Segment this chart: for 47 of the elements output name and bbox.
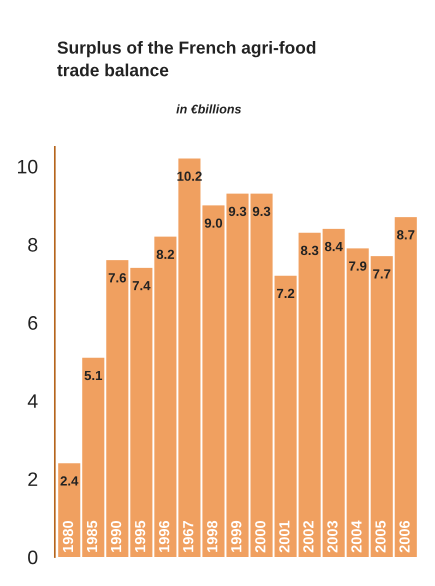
y-tick-label: 2 — [28, 472, 38, 486]
x-tick-label: 1985 — [86, 520, 98, 552]
x-tick-label: 1990 — [110, 520, 122, 552]
x-tick-label: 2006 — [399, 520, 410, 552]
x-tick-label: 2000 — [255, 520, 266, 552]
y-tick-label: 8 — [28, 238, 38, 252]
data-label: 9.0 — [204, 218, 222, 228]
x-tick-label: 1996 — [158, 520, 170, 552]
data-label: 7.2 — [276, 288, 294, 298]
y-tick-label: 10 — [18, 160, 38, 174]
x-tick-label: 1980 — [62, 520, 74, 552]
chart-subtitle: in €billions — [176, 104, 242, 114]
bar — [250, 194, 273, 557]
x-tick-label: 1999 — [231, 520, 242, 552]
data-label: 8.3 — [300, 246, 318, 256]
data-label: 8.7 — [397, 230, 414, 240]
x-tick-label: 2001 — [279, 520, 290, 552]
bar — [178, 158, 200, 557]
y-tick-label: 6 — [28, 316, 38, 330]
x-tick-label: 2005 — [375, 520, 386, 552]
bar — [322, 228, 345, 557]
data-label: 7.6 — [108, 273, 126, 282]
x-tick-label: 2004 — [351, 520, 362, 552]
bar — [130, 268, 152, 557]
data-label: 9.3 — [252, 206, 270, 216]
bar — [226, 194, 249, 557]
data-label: 7.7 — [373, 269, 390, 278]
x-tick-label: 1967 — [183, 521, 194, 552]
bar — [154, 236, 176, 557]
x-tick-label: 1998 — [207, 520, 218, 552]
x-tick-label: 2003 — [327, 520, 338, 552]
bar — [202, 205, 225, 557]
x-tick-label: 2002 — [303, 520, 314, 552]
bar — [274, 276, 297, 557]
data-label: 9.3 — [228, 206, 246, 216]
x-tick-label: 1995 — [134, 520, 146, 552]
bar — [298, 232, 321, 557]
y-tick-label: 4 — [28, 394, 38, 408]
data-label: 7.9 — [349, 261, 366, 271]
chart-title: Surplus of the French agri-food trade balance — [57, 41, 316, 76]
data-label: 5.1 — [84, 370, 102, 380]
data-label: 7.4 — [132, 281, 150, 290]
y-tick-label: 0 — [28, 550, 38, 564]
data-label: 8.4 — [324, 242, 343, 252]
data-label: 2.4 — [60, 476, 78, 486]
data-label: 8.2 — [156, 250, 174, 260]
bar — [106, 260, 128, 557]
